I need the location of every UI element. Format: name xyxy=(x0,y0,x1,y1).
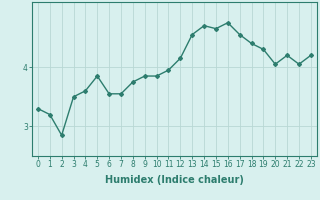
X-axis label: Humidex (Indice chaleur): Humidex (Indice chaleur) xyxy=(105,175,244,185)
